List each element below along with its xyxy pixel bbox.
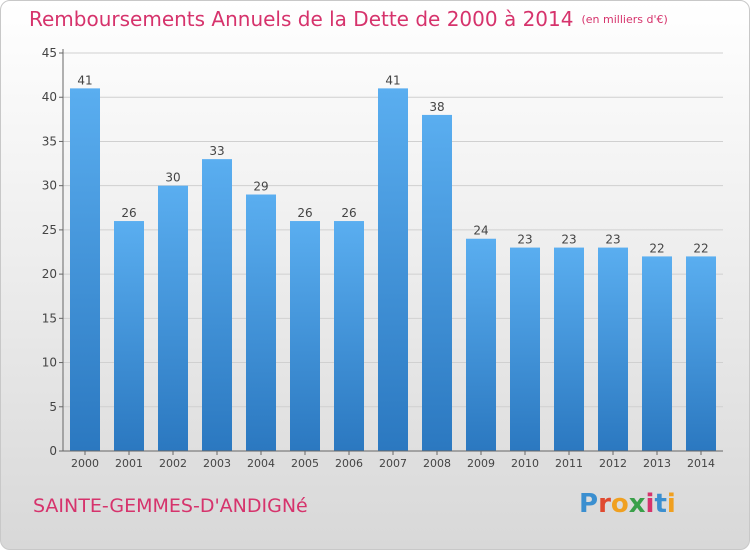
bar-2000 [70,88,100,451]
x-tick-label: 2010 [511,457,539,470]
data-label: 33 [209,144,224,158]
bar-2005 [290,221,320,451]
logo-letter: r [598,489,611,519]
data-label: 29 [253,180,268,194]
x-tick-label: 2000 [71,457,99,470]
data-labels: 41 26 30 33 29 26 26 41 38 24 23 23 23 22 22 [77,73,708,255]
data-label: 23 [517,233,532,247]
y-tick-label: 25 [42,223,57,237]
x-tick-label: 2013 [643,457,671,470]
chart-unit: (en milliers d'€) [581,13,668,26]
y-tick-label: 5 [49,400,57,414]
y-tick-label: 20 [42,267,57,281]
logo-letter: x [628,489,646,519]
y-tick-label: 15 [42,311,57,325]
data-label: 22 [693,241,708,255]
data-label: 26 [341,206,356,220]
bars [70,88,716,452]
x-tick-label: 2002 [159,457,187,470]
x-tick-label: 2011 [555,457,583,470]
data-label: 22 [649,241,664,255]
data-label: 26 [121,206,136,220]
x-tick-label: 2014 [687,457,715,470]
bar-2004 [246,194,276,451]
bar-2011 [554,247,584,451]
bar-2008 [422,114,452,452]
logo-letter: t [654,489,667,519]
y-tick-label: 30 [42,179,57,193]
y-tick-label: 35 [42,134,57,148]
data-label: 30 [165,171,180,185]
bar-2009 [466,238,496,451]
x-tick-label: 2012 [599,457,627,470]
data-label: 23 [561,233,576,247]
x-tick-label: 2009 [467,457,495,470]
logo-letter: P [579,489,599,519]
data-label: 41 [77,73,92,87]
x-tick-label: 2007 [379,457,407,470]
bar-2014 [686,256,716,451]
bar-2001 [114,221,144,451]
x-tick-label: 2001 [115,457,143,470]
proxiti-logo: Proxiti [579,489,676,519]
bar-2012 [598,247,628,451]
y-tick-label: 40 [42,90,57,104]
bar-2010 [510,247,540,451]
x-tick-label: 2003 [203,457,231,470]
data-label: 24 [473,224,488,238]
bar-2003 [202,159,232,451]
bar-2007 [378,88,408,451]
logo-letter: i [645,489,655,519]
bar-2013 [642,256,672,451]
logo-letter: i [666,489,676,519]
data-label: 38 [429,100,444,114]
data-label: 41 [385,73,400,87]
y-tick-label: 45 [42,46,57,60]
data-label: 26 [297,206,312,220]
data-label: 23 [605,233,620,247]
bar-2006 [334,221,364,451]
y-tick-label: 0 [49,444,57,458]
y-tick-label: 10 [42,356,57,370]
x-tick-label: 2008 [423,457,451,470]
x-tick-label: 2005 [291,457,319,470]
chart-title: Remboursements Annuels de la Dette de 20… [29,7,668,31]
x-tick-label: 2004 [247,457,275,470]
x-tick-label: 2006 [335,457,363,470]
axes: 0 5 10 15 20 25 30 35 40 45 2000 2001 2002 2003 2004 20… [42,46,723,470]
bar-2002 [158,185,188,451]
commune-name: SAINTE-GEMMES-D'ANDIGNé [33,495,308,517]
logo-letter: o [610,489,629,519]
chart-title-text: Remboursements Annuels de la Dette de 20… [29,7,574,31]
